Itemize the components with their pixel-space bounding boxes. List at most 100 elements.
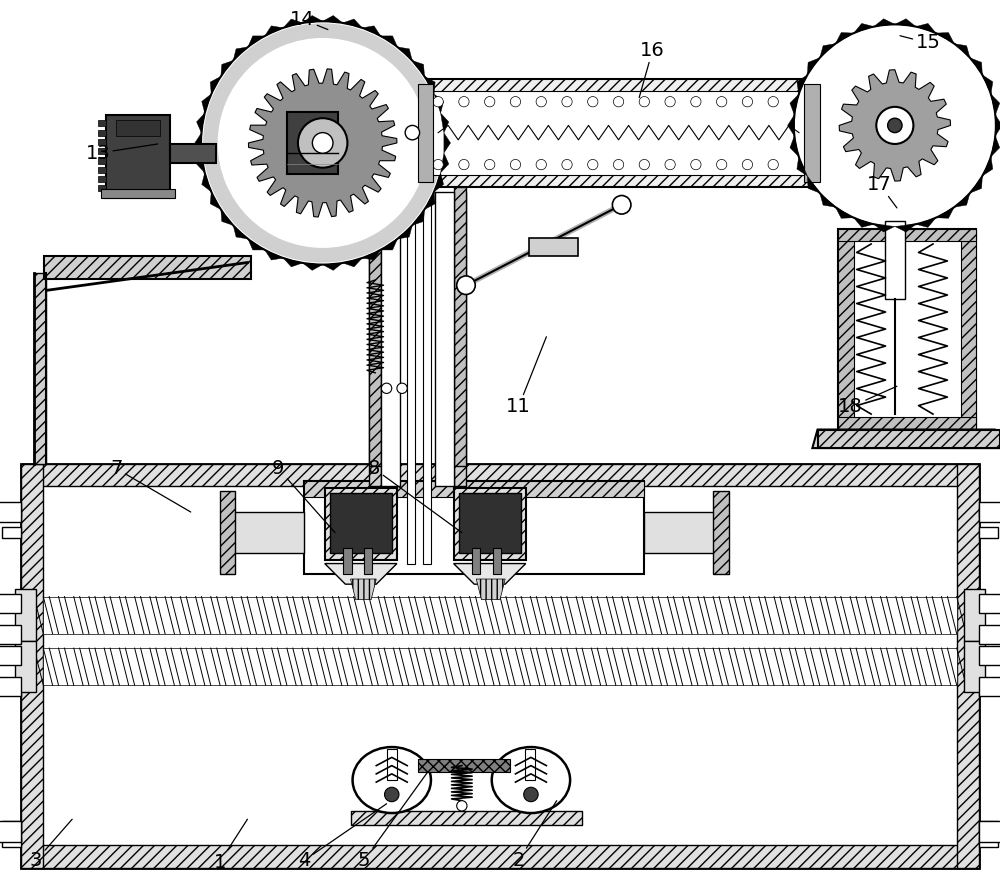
Text: 16: 16: [639, 41, 665, 98]
Polygon shape: [303, 263, 323, 271]
Polygon shape: [807, 58, 820, 75]
Text: 11: 11: [506, 336, 546, 417]
Polygon shape: [820, 193, 835, 207]
Polygon shape: [954, 44, 970, 58]
Polygon shape: [874, 224, 895, 232]
Bar: [979, 677, 1000, 695]
Polygon shape: [210, 77, 221, 94]
Circle shape: [613, 96, 624, 107]
Circle shape: [459, 159, 469, 170]
Polygon shape: [854, 23, 874, 33]
Bar: [98, 130, 106, 135]
Bar: [364, 548, 372, 574]
Polygon shape: [434, 94, 444, 113]
Bar: [964, 589, 985, 641]
Polygon shape: [982, 75, 993, 94]
Text: 17: 17: [867, 174, 897, 208]
Polygon shape: [790, 94, 799, 115]
Bar: [34, 273, 46, 464]
Bar: [818, 430, 1000, 448]
Polygon shape: [248, 239, 265, 250]
Bar: [2, 837, 21, 847]
Polygon shape: [444, 133, 451, 153]
Polygon shape: [970, 58, 982, 75]
Polygon shape: [248, 69, 397, 217]
Polygon shape: [233, 47, 248, 61]
Polygon shape: [343, 258, 362, 267]
Bar: [979, 626, 1000, 644]
Bar: [418, 79, 820, 187]
Bar: [369, 187, 381, 465]
Bar: [644, 512, 719, 554]
Text: 9: 9: [272, 459, 335, 532]
Bar: [2, 507, 21, 517]
Polygon shape: [248, 36, 265, 47]
Circle shape: [485, 96, 495, 107]
Bar: [838, 229, 976, 241]
Polygon shape: [895, 19, 916, 27]
Circle shape: [742, 159, 753, 170]
Text: 4: 4: [298, 804, 387, 870]
Bar: [0, 626, 21, 644]
Polygon shape: [991, 136, 1000, 157]
Polygon shape: [197, 153, 205, 173]
Circle shape: [510, 159, 521, 170]
Bar: [454, 192, 466, 486]
Circle shape: [405, 125, 420, 140]
Polygon shape: [197, 113, 205, 133]
Text: 15: 15: [900, 34, 940, 53]
Text: 13: 13: [86, 144, 158, 163]
Polygon shape: [351, 579, 376, 600]
Polygon shape: [265, 26, 283, 36]
Bar: [964, 641, 985, 692]
Circle shape: [588, 96, 598, 107]
Circle shape: [433, 159, 443, 170]
Circle shape: [742, 96, 753, 107]
Bar: [387, 749, 397, 780]
Polygon shape: [397, 225, 412, 239]
Bar: [459, 493, 521, 554]
Ellipse shape: [492, 747, 570, 813]
Bar: [15, 641, 36, 692]
Polygon shape: [991, 94, 1000, 115]
Polygon shape: [202, 94, 211, 113]
Polygon shape: [788, 115, 794, 136]
Circle shape: [457, 276, 475, 295]
Circle shape: [524, 788, 538, 802]
Polygon shape: [434, 173, 444, 192]
Polygon shape: [812, 430, 1000, 448]
Circle shape: [768, 159, 778, 170]
Polygon shape: [476, 579, 505, 600]
Bar: [98, 185, 106, 191]
Circle shape: [716, 96, 727, 107]
Bar: [101, 190, 175, 198]
Bar: [493, 548, 501, 574]
Circle shape: [665, 96, 675, 107]
Circle shape: [562, 96, 572, 107]
Bar: [418, 759, 510, 772]
Polygon shape: [835, 33, 854, 44]
Circle shape: [201, 21, 444, 264]
Bar: [961, 229, 976, 430]
Bar: [220, 491, 235, 574]
Circle shape: [716, 159, 727, 170]
Bar: [2, 821, 21, 831]
Circle shape: [536, 96, 546, 107]
Circle shape: [510, 96, 521, 107]
Bar: [304, 481, 644, 574]
Bar: [325, 489, 397, 561]
Bar: [351, 811, 582, 825]
Bar: [979, 646, 1000, 665]
Bar: [330, 493, 392, 554]
Ellipse shape: [353, 747, 431, 813]
Bar: [381, 192, 400, 486]
Polygon shape: [381, 36, 397, 47]
Bar: [472, 548, 480, 574]
Circle shape: [536, 159, 546, 170]
Circle shape: [691, 96, 701, 107]
Bar: [979, 528, 998, 538]
Bar: [43, 596, 957, 634]
Text: 1: 1: [213, 819, 247, 872]
Bar: [0, 595, 21, 613]
Polygon shape: [381, 239, 397, 250]
